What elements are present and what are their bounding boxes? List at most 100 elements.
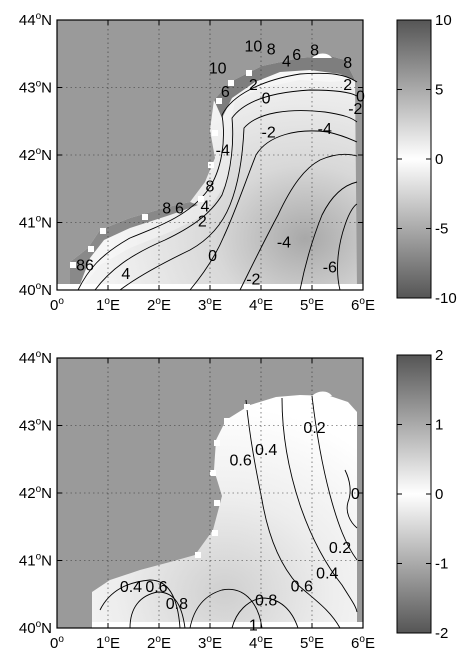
x-tick-label: 3oE (198, 296, 222, 314)
contour-label: 0 (356, 89, 365, 106)
y-tick-label: 40oN (19, 619, 52, 637)
x-tick-degree: o (308, 634, 314, 645)
sea-area (92, 395, 357, 628)
x-tick-num: 0 (50, 635, 58, 652)
x-tick-num: 4 (249, 297, 257, 314)
map-panel-bottom: 0o 1oE 2oE 3oE 4oE 5oE 6oE 44oN43oN42oN41oN40o… (19, 347, 448, 652)
y-tick-num: 40 (19, 620, 36, 637)
y-tick-hemisphere: N (41, 80, 52, 97)
x-tick-num: 5 (300, 635, 308, 652)
grid-top (57, 20, 363, 290)
y-tick-num: 41 (19, 553, 36, 570)
x-tick-num: 4 (249, 635, 257, 652)
coast-detail-top (70, 53, 332, 268)
x-tick-label: 1oE (96, 296, 120, 314)
contour-label: 6 (221, 84, 230, 101)
x-tick-num: 6 (351, 297, 359, 314)
y-tick-hemisphere: N (41, 553, 52, 570)
y-tick-degree: o (36, 11, 42, 22)
contour-label: 8 (310, 43, 319, 60)
contour-label: 0 (351, 486, 360, 503)
y-tick-degree: o (36, 619, 42, 630)
x-tick-hemisphere: E (365, 297, 375, 314)
contour-label: -4 (318, 121, 332, 138)
x-tick-hemisphere: E (263, 297, 273, 314)
y-tick-degree: o (36, 552, 42, 563)
y-tick-degree: o (36, 484, 42, 495)
contour-label: 8 (267, 41, 276, 58)
colorbar-tick-label: 10 (435, 12, 452, 29)
x-tick-hemisphere: E (212, 635, 222, 652)
x-tick-num: 0 (50, 297, 58, 314)
contour-label: 8 (206, 178, 215, 195)
contour-label: 0.6 (291, 578, 313, 595)
contour-label: 8 (162, 201, 171, 218)
contour-label: -2 (246, 272, 260, 289)
x-tick-hemisphere: E (110, 297, 120, 314)
x-tick-degree: o (206, 634, 212, 645)
contour-label: 4 (282, 54, 291, 71)
colorbar-tick-label: -1 (435, 556, 448, 573)
tick-marks-bottom (56, 357, 364, 629)
x-tick-label: 2oE (147, 296, 171, 314)
colorbar-bottom (396, 354, 432, 634)
y-tick-num: 44 (19, 350, 36, 367)
contour-label: 10 (209, 60, 227, 77)
colorbar-top (396, 19, 432, 299)
x-tick-hemisphere: E (365, 635, 375, 652)
y-tick-hemisphere: N (41, 12, 52, 29)
contour-label: 0 (208, 248, 217, 265)
y-tick-label: 42oN (19, 484, 52, 502)
contour-label: 0.4 (255, 442, 277, 459)
x-tick-degree: o (155, 296, 161, 307)
colorbar-labels-bottom: 2 1 0 -1 -2 (435, 347, 448, 642)
contour-label: 2 (343, 77, 352, 94)
coastal-band (70, 56, 355, 290)
y-tick-label: 40oN (19, 281, 52, 299)
map-panel-top: 0o 1oE 2oE 3oE 4oE 5oE 6oE 44oN43oN42oN41oN40o… (19, 11, 457, 314)
colorbar-tick-label: -5 (435, 221, 448, 238)
x-tick-degree: o (308, 296, 314, 307)
x-tick-label: 0o (50, 296, 64, 314)
y-tick-degree: o (36, 349, 42, 360)
contour-label: 2 (249, 77, 258, 94)
x-tick-num: 2 (147, 297, 155, 314)
x-tick-degree: o (359, 296, 365, 307)
contour-label: 0.8 (255, 593, 277, 610)
x-tick-degree: o (58, 296, 64, 307)
contour-label: 86 (76, 257, 94, 274)
x-tick-num: 3 (198, 635, 206, 652)
x-tick-hemisphere: E (161, 635, 171, 652)
y-tick-hemisphere: N (41, 215, 52, 232)
colorbar-tick-label: 1 (435, 417, 443, 434)
contour-label: 2 (198, 213, 207, 230)
y-tick-num: 42 (19, 147, 36, 164)
high-value-coast (70, 202, 198, 290)
y-tick-degree: o (36, 417, 42, 428)
colorbar-tick-label: -2 (435, 625, 448, 642)
grid-bottom (57, 358, 363, 628)
y-tick-degree: o (36, 281, 42, 292)
x-tick-labels-bottom: 0o 1oE 2oE 3oE 4oE 5oE 6oE (50, 634, 375, 652)
x-tick-degree: o (206, 296, 212, 307)
y-tick-hemisphere: N (41, 147, 52, 164)
contour-labels-bottom: 0.20.40.600.20.40.60.80.4 0.60.81 (120, 420, 360, 635)
contour-label: -6 (323, 259, 337, 276)
y-tick-hemisphere: N (41, 418, 52, 435)
contour-label: -4 (277, 234, 291, 251)
contour-label: 0.4 (316, 566, 338, 583)
y-tick-hemisphere: N (41, 485, 52, 502)
contour-label: 10 (244, 39, 262, 56)
x-tick-degree: o (104, 296, 110, 307)
x-tick-degree: o (155, 634, 161, 645)
contour-label: 0.6 (229, 452, 251, 469)
x-tick-label: 3oE (198, 634, 222, 652)
x-tick-degree: o (257, 634, 263, 645)
contour-label: 1 (249, 618, 258, 635)
x-tick-label: 4oE (249, 296, 273, 314)
x-tick-label: 5oE (300, 296, 324, 314)
y-tick-hemisphere: N (41, 350, 52, 367)
